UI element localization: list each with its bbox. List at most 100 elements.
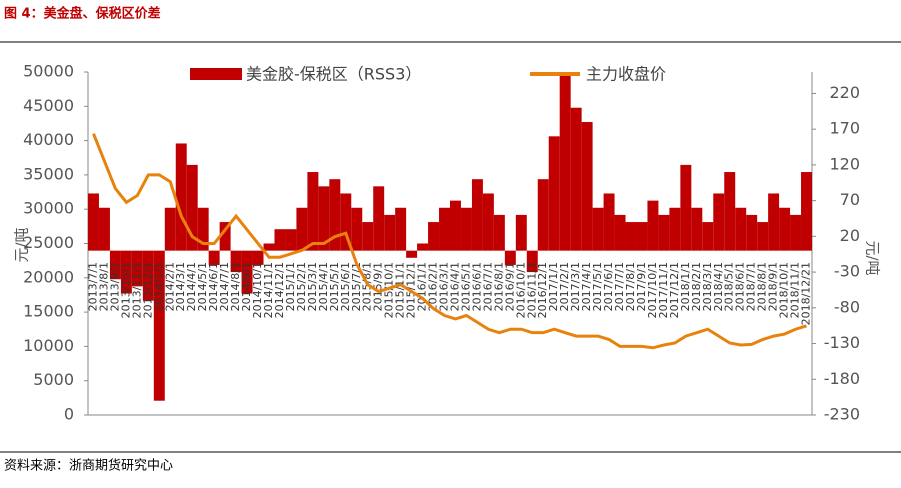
- bar: [395, 207, 407, 251]
- x-tick-label: 2014/10/1: [251, 262, 264, 318]
- bar: [504, 250, 516, 265]
- y-tick-label: 40000: [23, 130, 74, 149]
- x-tick-label: 2013/12/1: [141, 262, 154, 318]
- x-tick-label: 2017/11/1: [657, 262, 670, 318]
- bar: [417, 243, 429, 251]
- bar: [98, 207, 110, 251]
- x-tick-label: 2014/7/1: [218, 262, 231, 311]
- y2-axis-label: 元/吨: [864, 240, 882, 275]
- y-tick-label: 30000: [23, 199, 74, 218]
- x-tick-label: 2014/9/1: [240, 262, 253, 311]
- y-tick-label: 5000: [33, 370, 74, 389]
- bar: [735, 207, 747, 251]
- bar: [757, 222, 769, 251]
- x-tick-label: 2017/4/1: [580, 262, 593, 311]
- x-tick-label: 2018/10/1: [778, 262, 791, 318]
- bar: [318, 186, 330, 251]
- bar: [570, 107, 582, 251]
- bar: [779, 207, 791, 251]
- y2-tick-label: -80: [834, 297, 860, 316]
- x-tick-label: 2018/12/21: [800, 262, 813, 325]
- x-tick-label: 2014/2/1: [163, 262, 176, 311]
- x-tick-label: 2018/9/1: [767, 262, 780, 311]
- x-tick-label: 2015/11/1: [394, 262, 407, 318]
- x-tick-label: 2016/7/1: [481, 262, 494, 311]
- y-tick-label: 10000: [23, 336, 74, 355]
- chart-title: 图 4：美金盘、保税区价差: [4, 6, 161, 22]
- bar: [351, 207, 363, 251]
- bar: [482, 193, 494, 251]
- y2-tick-label: -130: [824, 333, 860, 352]
- bar: [625, 222, 637, 251]
- bar: [274, 229, 286, 251]
- y-tick-label: 25000: [23, 233, 74, 252]
- y2-tick-label: -230: [824, 405, 860, 424]
- bar: [515, 214, 527, 251]
- x-tick-label: 2016/4/1: [448, 262, 461, 311]
- x-tick-label: 2014/3/1: [174, 262, 187, 311]
- y-tick-label: 20000: [23, 267, 74, 286]
- bar: [263, 243, 275, 251]
- bar: [164, 207, 176, 251]
- x-tick-label: 2015/5/1: [328, 262, 341, 311]
- x-tick-label: 2018/8/1: [756, 262, 769, 311]
- x-tick-label: 2017/9/1: [635, 262, 648, 311]
- bar: [285, 229, 297, 251]
- y-tick-label: 50000: [23, 62, 74, 81]
- bar: [746, 214, 758, 251]
- x-tick-label: 2018/3/1: [701, 262, 714, 311]
- x-tick-label: 2018/2/1: [690, 262, 703, 311]
- x-tick-label: 2017/7/1: [613, 262, 626, 311]
- x-tick-label: 2016/6/1: [470, 262, 483, 311]
- bar: [471, 179, 483, 251]
- bar: [603, 193, 615, 251]
- bar: [362, 222, 374, 251]
- bar: [460, 207, 472, 251]
- bar: [219, 222, 231, 251]
- x-tick-label: 2013/9/1: [108, 262, 121, 311]
- y2-tick-label: -180: [824, 369, 860, 388]
- x-tick-label: 2014/12/1: [273, 262, 286, 318]
- bar: [537, 179, 549, 251]
- bar: [592, 207, 604, 251]
- bar: [428, 222, 440, 251]
- x-tick-label: 2014/8/1: [229, 262, 242, 311]
- x-tick-label: 2015/10/1: [383, 262, 396, 318]
- bar: [636, 222, 648, 251]
- bar: [801, 172, 812, 251]
- bar: [493, 214, 505, 251]
- bar: [450, 200, 461, 251]
- y-tick-label: 45000: [23, 96, 74, 115]
- bar: [131, 250, 143, 287]
- x-tick-label: 2015/3/1: [306, 262, 319, 311]
- x-tick-label: 2016/11/1: [525, 262, 538, 318]
- x-tick-label: 2016/8/1: [492, 262, 505, 311]
- bar: [680, 164, 692, 251]
- bar: [109, 250, 121, 280]
- y-tick-label: 15000: [23, 302, 74, 321]
- x-tick-label: 2013/8/1: [97, 262, 110, 311]
- y2-tick-label: -30: [834, 262, 860, 281]
- y2-tick-label: 20: [840, 226, 860, 245]
- legend-label: 美金胶-保税区（RSS3）: [246, 65, 421, 84]
- x-tick-label: 2013/7/1: [86, 262, 99, 311]
- bar: [153, 250, 165, 401]
- price-line: [92, 133, 807, 350]
- bar: [724, 172, 736, 251]
- x-tick-label: 2016/9/1: [503, 262, 516, 311]
- bar: [614, 214, 626, 251]
- x-tick-label: 2015/6/1: [339, 262, 352, 311]
- bar: [581, 122, 593, 251]
- bar: [252, 250, 264, 265]
- x-tick-label: 2017/10/1: [646, 262, 659, 318]
- bar: [142, 250, 154, 301]
- x-tick-label: 2016/2/1: [427, 262, 440, 311]
- bar: [439, 207, 450, 251]
- bar: [790, 214, 802, 251]
- bar: [768, 193, 780, 251]
- bar: [296, 207, 308, 251]
- x-tick-label: 2015/7/1: [350, 262, 363, 311]
- bar: [384, 214, 396, 251]
- x-tick-label: 2014/11/1: [262, 262, 275, 318]
- x-tick-label: 2017/8/1: [624, 262, 637, 311]
